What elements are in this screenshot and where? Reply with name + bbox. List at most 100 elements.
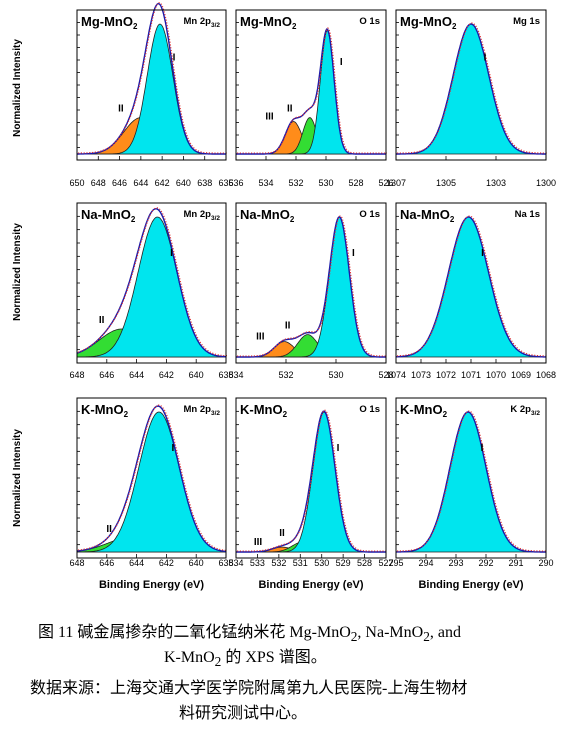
peak-label-II: II <box>118 104 124 115</box>
fit-envelope <box>236 27 386 155</box>
x-axis-label-3: Binding Energy (eV) <box>418 579 523 591</box>
x-tick-label: 1305 <box>436 178 456 188</box>
peak-label-II: II <box>99 315 105 326</box>
region-label: Mg 1s <box>513 16 540 27</box>
x-tick-label: 528 <box>348 178 363 188</box>
x-tick-label: 1307 <box>386 178 406 188</box>
x-tick-label: 646 <box>112 178 127 188</box>
x-tick-label: 644 <box>129 370 144 380</box>
xps-figure: Normalized Intensity Normalized Intensity… <box>12 2 556 591</box>
x-tick-label: 650 <box>69 178 84 188</box>
region-label: Na 1s <box>515 209 540 220</box>
x-tick-label: 534 <box>258 178 273 188</box>
peak-area-I <box>236 411 386 553</box>
caption-source-line-1: 数据来源：上海交通大学医学院附属第九人民医院-上海生物材 <box>30 680 468 697</box>
peak-label-I: I <box>481 443 484 454</box>
y-axis-label-3: Normalized Intensity <box>12 429 23 527</box>
sample-label: K-MnO2 <box>81 402 129 419</box>
raw-data-line <box>77 207 227 357</box>
peak-area-I <box>395 411 546 553</box>
x-tick-label: 1300 <box>536 178 556 188</box>
sample-label: Mg-MnO2 <box>400 14 457 31</box>
x-tick-label: 528 <box>357 558 372 568</box>
x-tick-label: 534 <box>228 558 243 568</box>
sample-label-subscript: 2 <box>443 410 448 419</box>
x-tick-label: 638 <box>218 370 233 380</box>
fit-envelope <box>236 410 386 553</box>
x-axis-label-2: Binding Energy (eV) <box>258 579 363 591</box>
region-label: Mn 2p3/2 <box>184 16 221 29</box>
peak-label-II: II <box>287 104 293 115</box>
x-tick-label: 534 <box>228 370 243 380</box>
sample-label-subscript: 2 <box>133 22 138 31</box>
peak-area-I <box>77 216 227 358</box>
sample-label-subscript: 2 <box>450 215 455 224</box>
peak-label-I: I <box>170 248 173 259</box>
peak-label-I: I <box>352 248 355 259</box>
peak-area-I <box>77 411 227 553</box>
peak-label-II: II <box>285 321 291 332</box>
peak-label-II: II <box>279 528 285 539</box>
x-tick-label: 530 <box>328 370 343 380</box>
raw-data-line <box>397 22 547 154</box>
x-tick-label: 1070 <box>486 370 506 380</box>
sample-label: Mg-MnO2 <box>240 14 297 31</box>
y-axis-label-1: Normalized Intensity <box>12 39 23 137</box>
x-tick-label: 292 <box>478 558 493 568</box>
x-tick-label: 532 <box>288 178 303 188</box>
x-tick-label: 293 <box>448 558 463 568</box>
panel-9: 295 294 293 292 291 290 K-MnO2 K 2p3/2 I <box>388 397 554 568</box>
peak-label-III: III <box>256 332 265 343</box>
sample-label: Mg-MnO2 <box>81 14 138 31</box>
x-tick-label: 1073 <box>411 370 431 380</box>
x-tick-label: 1072 <box>436 370 456 380</box>
peak-label-II: II <box>106 524 112 535</box>
region-label: O 1s <box>359 404 380 415</box>
x-tick-label: 644 <box>133 178 148 188</box>
caption-line-1: 图 11 碱金属掺杂的二氧化锰纳米花 Mg-MnO2, Na-MnO2, and <box>38 624 461 645</box>
raw-data-line <box>237 27 387 154</box>
region-label-subscript: 3/2 <box>211 22 220 29</box>
sample-label-subscript: 2 <box>124 410 129 419</box>
sample-label: K-MnO2 <box>400 402 448 419</box>
fit-envelope <box>76 208 226 358</box>
x-tick-label: 636 <box>218 178 233 188</box>
x-tick-label: 532 <box>278 370 293 380</box>
x-tick-label: 1071 <box>461 370 481 380</box>
sample-label: K-MnO2 <box>240 402 288 419</box>
region-label: O 1s <box>359 209 380 220</box>
sample-label-subscript: 2 <box>131 215 136 224</box>
peak-label-I: I <box>340 57 343 68</box>
region-label-subscript: 3/2 <box>211 215 220 222</box>
peak-label-I: I <box>484 52 487 63</box>
region-label-subscript: 3/2 <box>211 410 220 417</box>
x-tick-label: 640 <box>189 558 204 568</box>
raw-data-line <box>237 215 387 357</box>
sample-label-subscript: 2 <box>283 410 288 419</box>
x-tick-label: 532 <box>271 558 286 568</box>
sample-label-subscript: 2 <box>290 215 295 224</box>
x-tick-label: 529 <box>336 558 351 568</box>
x-tick-label: 648 <box>91 178 106 188</box>
region-label: Mn 2p3/2 <box>184 404 221 417</box>
peak-area-I <box>395 216 547 358</box>
fit-envelope <box>77 2 226 155</box>
x-axis-label-1: Binding Energy (eV) <box>99 579 204 591</box>
sample-label-subscript: 2 <box>452 22 457 31</box>
panel-6: 1074 1073 1072 1071 1070 1069 1068 Na-MnO2 Na 1s… <box>386 202 556 380</box>
x-tick-label: 294 <box>418 558 433 568</box>
x-tick-label: 526 <box>378 178 393 188</box>
fit-envelope <box>395 411 546 553</box>
x-tick-label: 1069 <box>511 370 531 380</box>
caption-source-line-2: 料研究测试中心。 <box>179 705 308 722</box>
x-tick-label: 291 <box>508 558 523 568</box>
x-tick-label: 530 <box>318 178 333 188</box>
region-label-subscript: 3/2 <box>531 410 540 417</box>
x-tick-label: 295 <box>388 558 403 568</box>
x-tick-label: 640 <box>189 370 204 380</box>
panel-3: 1307 1305 1303 1300 Mg-MnO2 Mg 1s I <box>386 9 556 188</box>
